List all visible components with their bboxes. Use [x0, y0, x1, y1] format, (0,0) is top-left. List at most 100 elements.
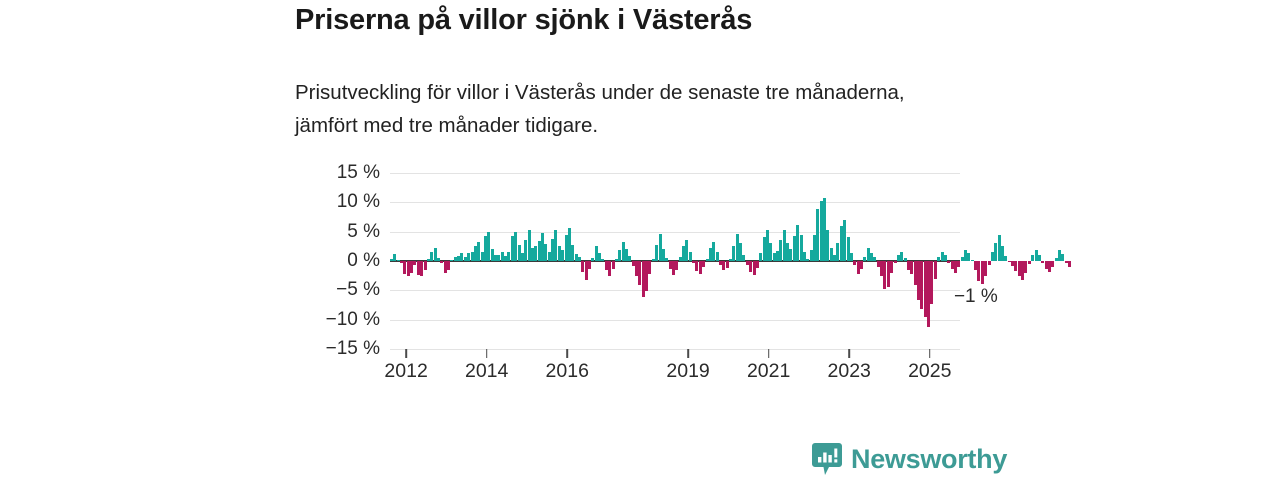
bar — [906, 261, 910, 270]
bar — [826, 230, 830, 261]
bar — [460, 253, 464, 261]
bar — [635, 261, 639, 277]
bar — [561, 249, 565, 261]
bar — [534, 246, 538, 261]
bar — [1027, 261, 1031, 264]
bar — [551, 239, 555, 261]
bar — [927, 261, 931, 328]
y-axis-tick-label: −15 % — [325, 338, 380, 359]
bar — [829, 248, 833, 261]
bar — [1004, 256, 1008, 261]
bar — [494, 254, 498, 261]
bar — [943, 255, 947, 261]
bar — [598, 252, 602, 261]
bar — [1031, 254, 1035, 261]
bar — [739, 242, 743, 261]
x-axis-tick-label: 2023 — [827, 360, 871, 382]
bar — [802, 252, 806, 261]
bar — [987, 261, 991, 265]
bar — [792, 235, 796, 261]
bar — [473, 245, 477, 261]
newsworthy-wordmark: Newsworthy — [851, 444, 1008, 474]
bar — [500, 252, 504, 261]
bar — [1044, 261, 1048, 269]
bar — [490, 248, 494, 261]
bar — [618, 249, 622, 261]
bar — [819, 200, 823, 261]
bar — [698, 261, 702, 275]
bar — [483, 235, 487, 261]
bar — [463, 256, 467, 261]
bar — [624, 248, 628, 261]
x-axis-tick-label: 2014 — [464, 360, 509, 382]
bar — [658, 234, 662, 261]
bar — [692, 261, 696, 264]
bar — [541, 232, 545, 261]
bar — [544, 243, 548, 261]
bar — [718, 261, 722, 265]
bar — [557, 245, 561, 261]
x-axis-tick — [405, 349, 407, 358]
bar — [504, 255, 508, 261]
bar — [876, 261, 880, 268]
bar — [846, 236, 850, 261]
gridline — [390, 231, 960, 233]
bar — [786, 242, 790, 261]
bar — [964, 249, 968, 261]
bar — [571, 244, 575, 261]
newsworthy-logo[interactable]: Newsworthy — [812, 443, 1007, 476]
bar — [530, 248, 534, 261]
bar — [843, 219, 847, 261]
bar — [1021, 261, 1025, 280]
bar — [390, 258, 393, 261]
bar — [903, 258, 907, 261]
bar — [574, 253, 578, 261]
bar — [470, 251, 474, 261]
bar — [725, 261, 729, 269]
bar — [668, 261, 672, 269]
bar — [762, 236, 766, 261]
bar — [900, 251, 904, 261]
y-axis-tick-label: 5 % — [347, 220, 380, 242]
bar — [849, 253, 853, 261]
gridline — [390, 290, 960, 292]
bar — [601, 258, 605, 261]
bar — [705, 258, 709, 261]
bar — [577, 257, 581, 261]
bar — [776, 251, 780, 261]
bar — [722, 261, 726, 271]
bar — [614, 259, 618, 261]
bar — [913, 261, 917, 286]
bar — [816, 209, 820, 261]
bar — [447, 261, 451, 271]
bar — [510, 235, 514, 261]
bar — [487, 232, 491, 261]
bar — [809, 250, 813, 261]
bar — [806, 258, 810, 261]
bar — [866, 247, 870, 261]
bar — [812, 234, 816, 261]
bar — [977, 261, 981, 281]
bar — [1037, 255, 1041, 261]
bar — [940, 251, 944, 261]
bar — [729, 259, 733, 261]
bar — [1041, 261, 1045, 264]
bar — [732, 245, 736, 261]
bar — [641, 261, 645, 298]
bar — [1014, 261, 1018, 271]
bar — [440, 261, 444, 264]
bar — [406, 261, 410, 277]
bar — [782, 229, 786, 261]
bar — [890, 261, 894, 274]
page-subtitle: Prisutveckling för villor i Västerås und… — [295, 81, 905, 137]
bar — [517, 245, 521, 261]
bar — [1061, 253, 1065, 261]
bar — [688, 252, 692, 261]
bar — [839, 225, 843, 261]
y-axis-tick-label: 10 % — [336, 191, 380, 213]
bar — [588, 261, 592, 269]
bar — [752, 261, 756, 276]
bar — [507, 251, 511, 261]
